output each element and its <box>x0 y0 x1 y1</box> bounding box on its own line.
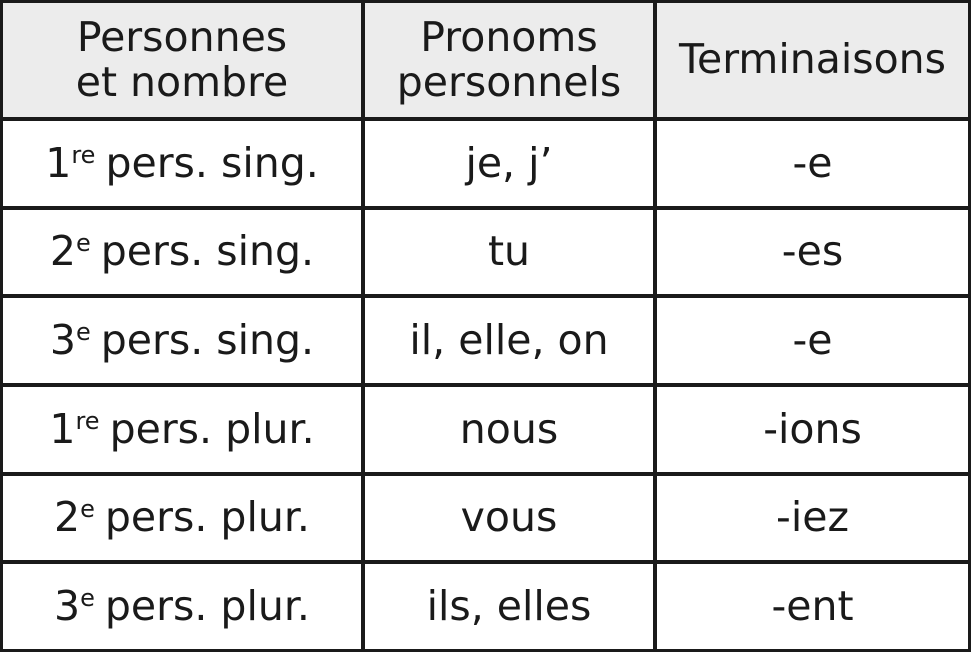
header-cell: Pronoms personnels <box>365 3 653 117</box>
table-cell: -e <box>657 121 968 206</box>
person-label: 1re pers. plur. <box>49 404 315 453</box>
ordinal-suffix: re <box>71 140 96 169</box>
table-cell: 1re pers. sing. <box>3 121 361 206</box>
cell-text: -iez <box>776 493 849 542</box>
table-cell: -es <box>657 209 968 295</box>
person-number: 1 <box>49 404 76 453</box>
table-cell: je, j’ <box>365 121 653 206</box>
person-label: 1re pers. sing. <box>45 138 319 187</box>
person-number: 3 <box>54 582 81 631</box>
cell-text: il, elle, on <box>409 316 609 365</box>
table-cell: 1re pers. plur. <box>3 386 361 472</box>
table-cell: nous <box>365 386 653 472</box>
cell-text: ils, elles <box>426 582 592 631</box>
person-number: 2 <box>49 227 76 276</box>
table-cell: 2e pers. sing. <box>3 209 361 295</box>
person-number: 2 <box>54 493 81 542</box>
table-cell: tu <box>365 209 653 295</box>
person-label: 2e pers. sing. <box>50 229 314 274</box>
ordinal-suffix: re <box>75 406 100 435</box>
header-line: Terminaisons <box>678 35 947 84</box>
header-line: Personnes <box>76 12 288 61</box>
cell-text: -es <box>781 227 844 276</box>
ordinal-suffix: e <box>76 229 91 258</box>
cell-text: -ions <box>763 404 862 453</box>
table-cell: -ent <box>657 564 968 649</box>
table-cell: -iez <box>657 475 968 561</box>
header-line: et nombre <box>75 58 289 106</box>
header-cell: Personnes et nombre <box>3 3 361 117</box>
table-cell: vous <box>365 475 653 561</box>
table-cell: 2e pers. plur. <box>3 475 361 561</box>
header-cell: Terminaisons <box>657 3 968 117</box>
person-text: pers. sing. <box>105 138 319 187</box>
ordinal-suffix: e <box>80 495 95 524</box>
person-text: pers. plur. <box>104 493 310 542</box>
person-number: 1 <box>45 138 72 187</box>
person-label: 3e pers. sing. <box>50 318 314 363</box>
table-cell: -ions <box>657 386 968 472</box>
table-cell: 3e pers. sing. <box>3 298 361 383</box>
person-text: pers. sing. <box>100 316 315 365</box>
ordinal-suffix: e <box>76 318 91 347</box>
cell-text: tu <box>487 227 531 276</box>
table-cell: -e <box>657 298 968 383</box>
person-label: 3e pers. plur. <box>54 584 310 629</box>
cell-text: -e <box>792 316 833 365</box>
cell-text: -ent <box>771 582 854 631</box>
table-cell: 3e pers. plur. <box>3 564 361 649</box>
cell-text: nous <box>459 404 559 453</box>
person-label: 2e pers. plur. <box>54 495 310 540</box>
header-line: Pronoms <box>420 12 598 61</box>
ordinal-suffix: e <box>80 584 95 613</box>
cell-text: -e <box>792 138 833 187</box>
person-text: pers. plur. <box>109 404 315 453</box>
person-number: 3 <box>49 316 76 365</box>
table-cell: ils, elles <box>365 564 653 649</box>
cell-text: vous <box>460 493 558 542</box>
header-line: personnels <box>396 58 622 106</box>
person-text: pers. sing. <box>100 227 315 276</box>
table-cell: il, elle, on <box>365 298 653 383</box>
cell-text: je, j’ <box>465 138 553 187</box>
person-text: pers. plur. <box>104 582 310 631</box>
